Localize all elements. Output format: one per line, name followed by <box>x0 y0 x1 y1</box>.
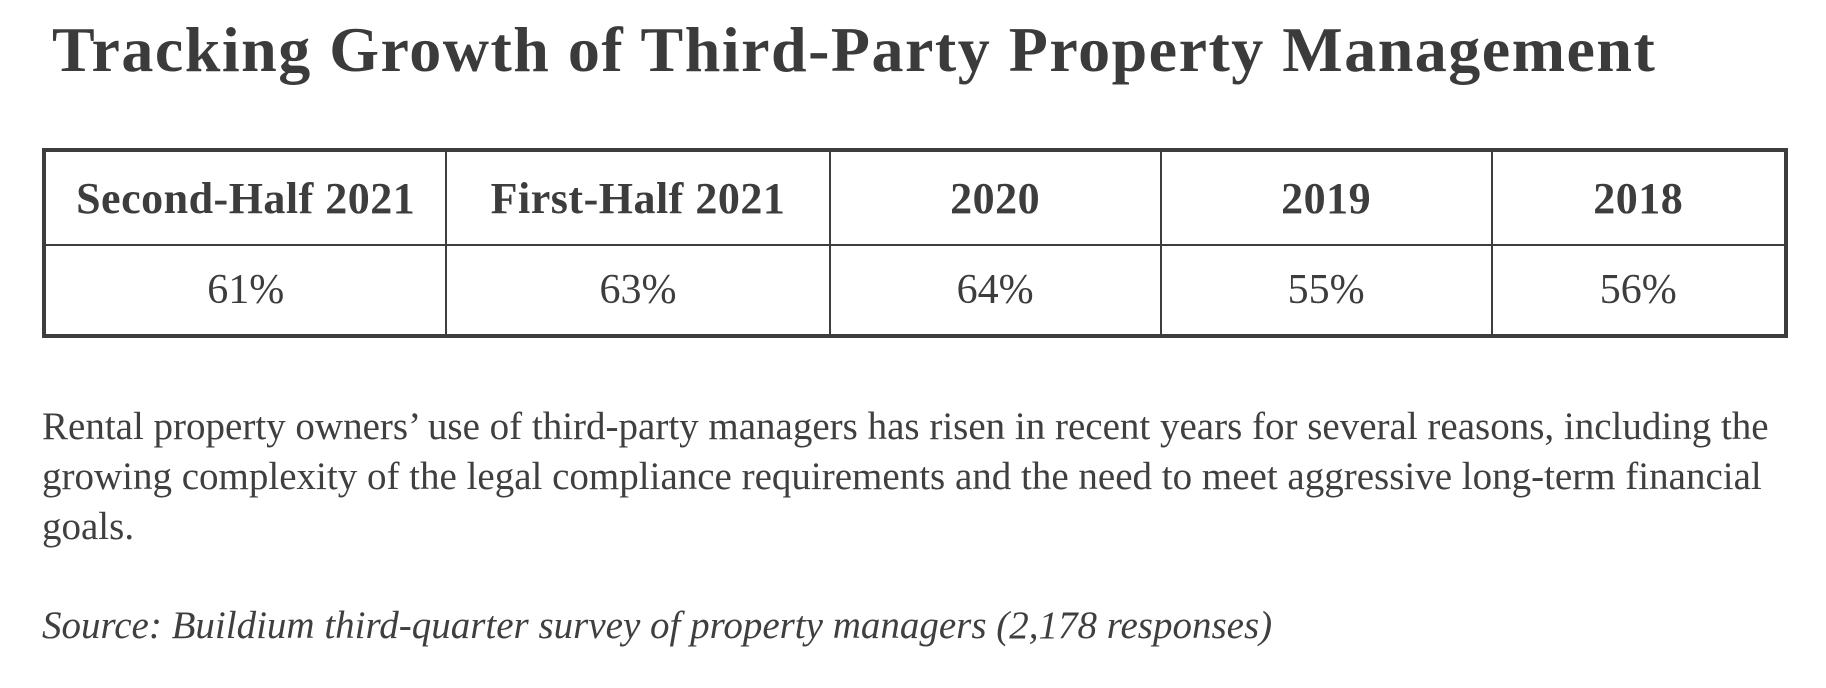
table-value-row: 61% 63% 64% 55% 56% <box>42 244 1788 337</box>
source-note: Source: Buildium third-quarter survey of… <box>42 604 1273 647</box>
table-header-first-half-2021: First-Half 2021 <box>445 149 831 246</box>
page-title: Tracking Growth of Third-Party Property … <box>52 14 1657 85</box>
table-header-row: Second-Half 2021 First-Half 2021 2020 20… <box>42 149 1788 246</box>
value-2020: 64% <box>828 244 1162 337</box>
table-header-2018: 2018 <box>1490 149 1788 246</box>
value-2019: 55% <box>1159 244 1493 337</box>
value-2018: 56% <box>1490 244 1788 337</box>
table-header-2019: 2019 <box>1159 149 1493 246</box>
description-paragraph: Rental property owners’ use of third-par… <box>42 405 1769 548</box>
table-header-2020: 2020 <box>828 149 1162 246</box>
value-second-half-2021: 61% <box>42 244 448 337</box>
data-table: Second-Half 2021 First-Half 2021 2020 20… <box>42 148 1788 338</box>
value-first-half-2021: 63% <box>445 244 831 337</box>
table-header-second-half-2021: Second-Half 2021 <box>42 149 448 246</box>
